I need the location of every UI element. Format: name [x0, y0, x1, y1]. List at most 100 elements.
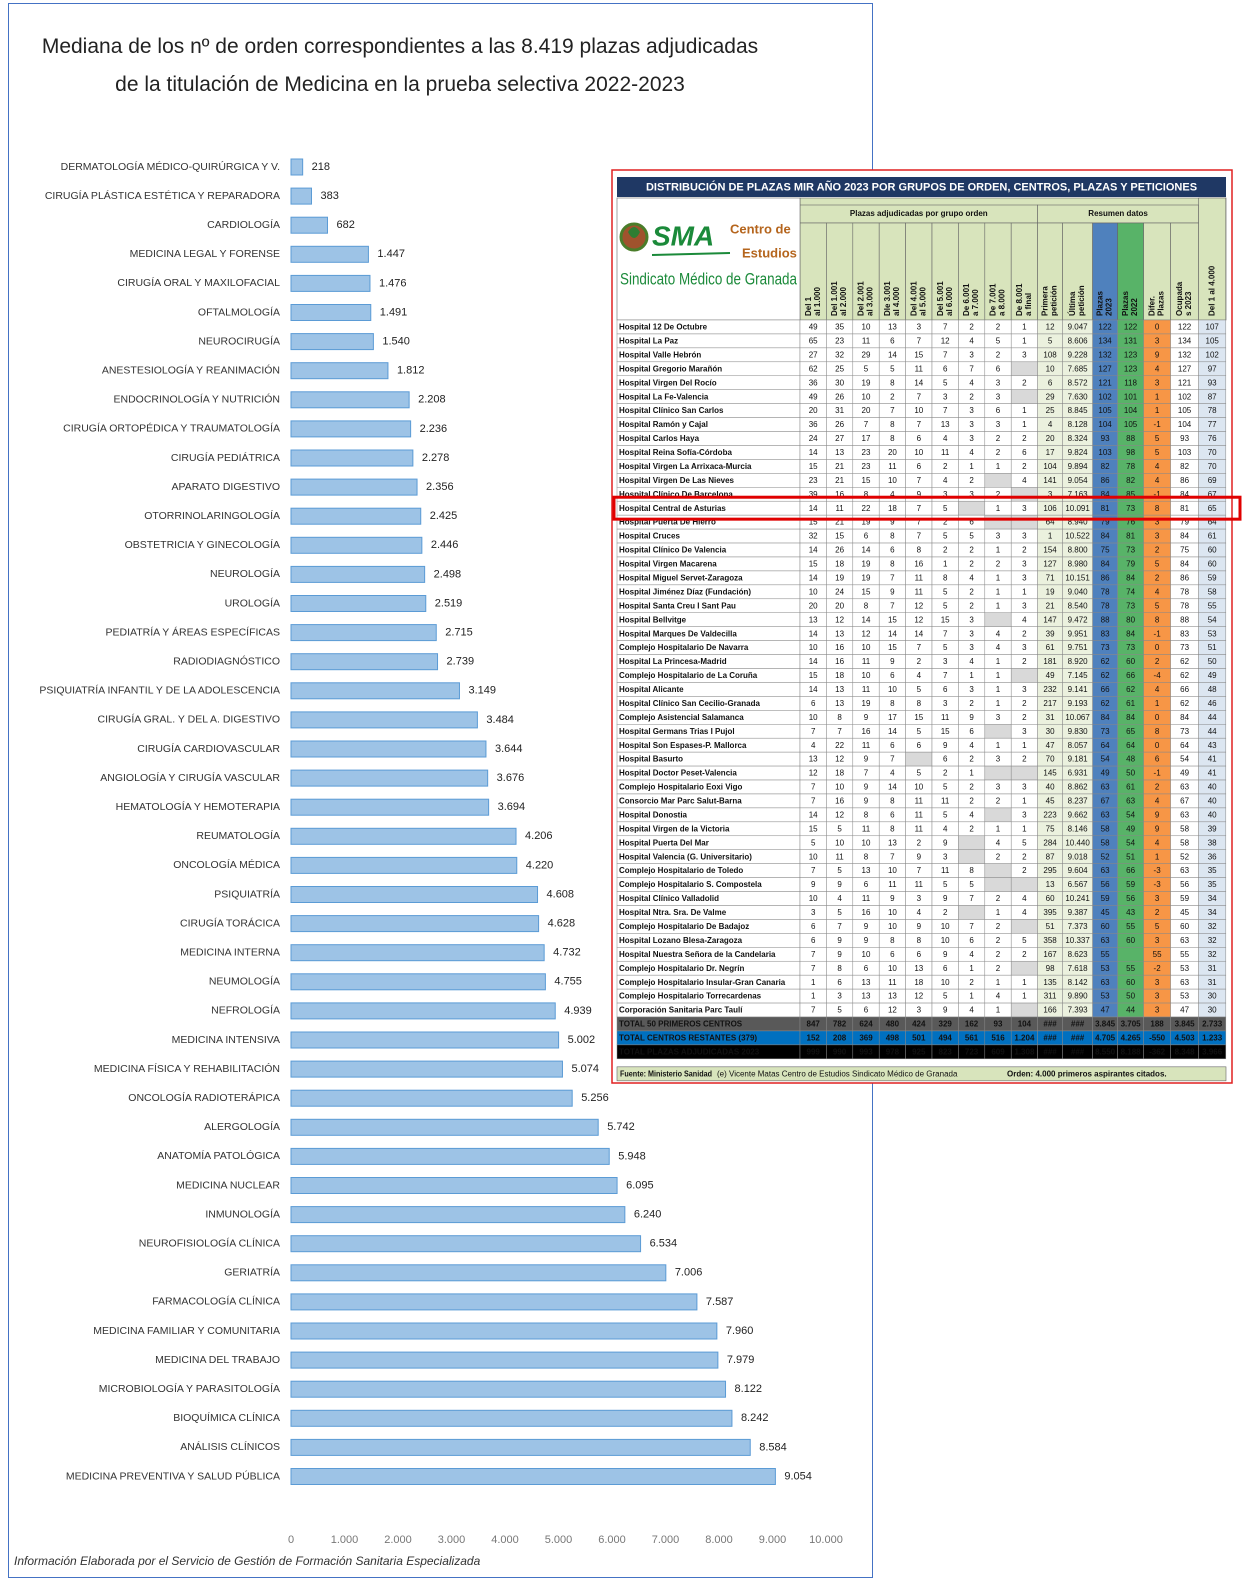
cell-value: 7	[811, 964, 816, 973]
cell-value: 16	[835, 643, 844, 652]
cell-value: 47	[1180, 1006, 1189, 1015]
cell-value: 2	[1022, 713, 1027, 722]
cell-value: 8	[864, 810, 869, 819]
column-header	[1198, 197, 1227, 321]
cell-value: 1	[1155, 406, 1160, 415]
cell-value: 10	[862, 950, 871, 959]
cell-value: 10	[941, 936, 950, 945]
column-header-label: al 2.000	[839, 287, 848, 316]
cell-value: 10	[809, 643, 818, 652]
cell-value: 27	[835, 434, 844, 443]
cell-value: 18	[888, 504, 897, 513]
cell-value: 32	[1208, 922, 1217, 931]
cell-value: 9	[943, 894, 948, 903]
cell-value: 40	[1208, 810, 1217, 819]
cell-value: 8	[864, 490, 869, 499]
cell-value: ###	[1043, 1034, 1057, 1043]
cell-value: 4	[1022, 615, 1027, 624]
cell-value: 16	[835, 490, 844, 499]
cell-value: 8.980	[1068, 560, 1089, 569]
cell-value: 6	[969, 936, 974, 945]
table-cell	[958, 835, 986, 850]
row-name: Hospital Alicante	[619, 685, 684, 694]
cell-value: 4	[943, 824, 948, 833]
cell-value: -3	[1154, 880, 1162, 889]
y-tick-label: CIRUGÍA PLÁSTICA ESTÉTICA Y REPARADORA	[45, 189, 280, 202]
cell-value: 7	[943, 350, 948, 359]
value-label: 2.739	[447, 656, 475, 668]
cell-value: 11	[941, 448, 950, 457]
cell-value: 8	[890, 699, 895, 708]
cell-value: 7	[917, 392, 922, 401]
cell-value: 79	[1101, 518, 1110, 527]
value-label: 2.208	[418, 394, 446, 406]
cell-value: 10	[862, 671, 871, 680]
cell-value: 2	[996, 350, 1001, 359]
cell-value: 64	[1126, 741, 1135, 750]
cell-value: 3	[1155, 378, 1160, 387]
cell-value: 8	[943, 573, 948, 582]
cell-value: 624	[859, 1020, 873, 1029]
cell-value: 2	[996, 852, 1001, 861]
column-header-label: 2023	[1105, 298, 1114, 316]
cell-value: 5	[890, 364, 895, 373]
cell-value: 8	[917, 699, 922, 708]
cell-value: 13	[888, 323, 897, 332]
cell-value: 7	[917, 337, 922, 346]
cell-value: 16	[835, 657, 844, 666]
cell-value: 2	[890, 392, 895, 401]
cell-value: 49	[1126, 824, 1135, 833]
cell-value: 2	[996, 964, 1001, 973]
row-name: Hospital La Princesa-Madrid	[619, 657, 727, 666]
cell-value: 15	[914, 350, 923, 359]
cell-value: 82	[1126, 476, 1135, 485]
cell-value: 36	[809, 420, 818, 429]
bar	[290, 187, 312, 205]
cell-value: 11	[915, 880, 924, 889]
row-name: Hospital Clínico San Carlos	[619, 406, 724, 415]
cell-value: 9.830	[1068, 727, 1089, 736]
cell-value: 10	[888, 908, 897, 917]
y-tick-label: MEDICINA INTENSIVA	[172, 1034, 280, 1046]
cell-value: -550	[1149, 1034, 1166, 1043]
cell-value: 6	[969, 727, 974, 736]
cell-value: 4	[943, 434, 948, 443]
x-tick-label: 7.000	[652, 1534, 680, 1546]
bar	[290, 1031, 560, 1049]
cell-value: 2	[1022, 755, 1027, 764]
cell-value: 8	[837, 713, 842, 722]
cell-value: 3	[1022, 727, 1027, 736]
y-tick-label: ONCOLOGÍA MÉDICA	[173, 858, 280, 871]
cell-value: 1	[996, 908, 1001, 917]
column-header-label: al 4.000	[892, 287, 901, 316]
cell-value: 9	[864, 713, 869, 722]
bar	[290, 856, 518, 874]
cell-value: 21	[1046, 601, 1055, 610]
column-header-label: Difer.	[1148, 296, 1157, 316]
cell-value: 6	[969, 518, 974, 527]
cell-value: 55	[1126, 922, 1135, 931]
cell-value: 10.337	[1065, 936, 1090, 945]
bar	[290, 245, 369, 263]
cell-value: 84	[1101, 713, 1110, 722]
logo-underline	[651, 252, 731, 256]
cell-value: 1	[996, 657, 1001, 666]
cell-value: 10	[809, 894, 818, 903]
y-tick-label: CIRUGÍA ORAL Y MAXILOFACIAL	[117, 276, 280, 289]
cell-value: 135	[1043, 978, 1057, 987]
value-label: 3.694	[498, 801, 526, 813]
cell-value: 49	[1208, 671, 1217, 680]
cell-value: 62	[809, 364, 818, 373]
cell-value: 73	[1126, 601, 1135, 610]
y-tick-label: GERIATRÍA	[224, 1266, 280, 1279]
cell-value: 3	[1022, 810, 1027, 819]
value-label: 2.236	[420, 423, 448, 435]
cell-value: 22	[862, 504, 871, 513]
cell-value: 9	[943, 950, 948, 959]
cell-value: 4	[890, 490, 895, 499]
cell-value: 16	[835, 797, 844, 806]
cell-value: 93	[1180, 434, 1189, 443]
cell-value: 10	[862, 838, 871, 847]
cell-value: 65	[809, 337, 818, 346]
cell-value: 823	[939, 1047, 953, 1056]
